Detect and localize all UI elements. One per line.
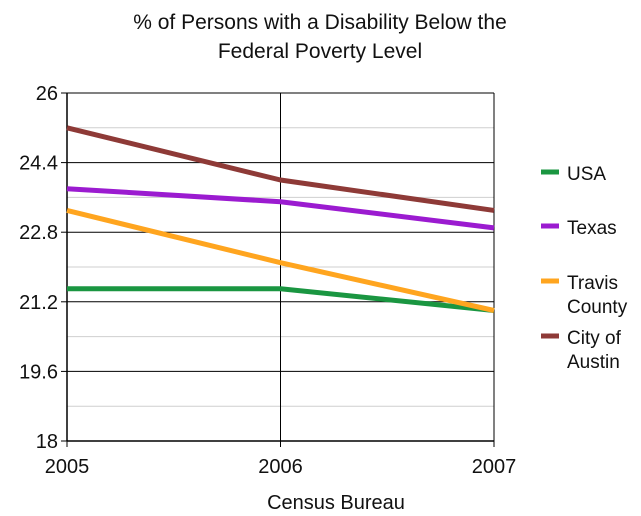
series-line-texas bbox=[66, 186, 495, 231]
chart-title-line-2: Federal Poverty Level bbox=[218, 40, 422, 63]
chart-title-line-1: % of Persons with a Disability Below the bbox=[133, 11, 507, 34]
series-line-city-of-austin bbox=[66, 125, 495, 213]
chart-title: % of Persons with a Disability Below the… bbox=[133, 11, 507, 63]
legend-label: Travis bbox=[567, 273, 618, 294]
y-tick-label: 21.2 bbox=[19, 292, 58, 314]
x-tick-label: 2005 bbox=[45, 456, 90, 478]
x-tick-label: 2006 bbox=[258, 456, 303, 478]
legend-label: City of bbox=[567, 328, 622, 349]
series-lines bbox=[66, 125, 495, 313]
axes bbox=[61, 92, 495, 447]
series-line-travis-county bbox=[66, 208, 495, 313]
legend-label: Austin bbox=[567, 352, 620, 373]
x-axis-tick-labels: 2005 2006 2007 bbox=[45, 456, 517, 478]
y-tick-label: 19.6 bbox=[19, 361, 58, 383]
y-axis-tick-labels: 18 19.6 21.2 22.8 24.4 26 bbox=[19, 83, 58, 453]
legend-label: County bbox=[567, 297, 628, 318]
legend-label: Texas bbox=[567, 218, 617, 239]
legend-item-travis-county: Travis County bbox=[541, 273, 628, 318]
legend-label: USA bbox=[567, 164, 606, 185]
legend-item-city-of-austin: City of Austin bbox=[541, 328, 622, 373]
x-axis-label: Census Bureau bbox=[267, 492, 405, 514]
y-tick-label: 26 bbox=[36, 83, 58, 105]
legend-item-usa: USA bbox=[541, 164, 606, 185]
x-tick-label: 2007 bbox=[472, 456, 517, 478]
legend-item-texas: Texas bbox=[541, 218, 617, 239]
y-tick-label: 24.4 bbox=[19, 153, 58, 175]
series-line-usa bbox=[67, 286, 495, 313]
y-tick-label: 22.8 bbox=[19, 222, 58, 244]
legend: USA Texas Travis County City of Austin bbox=[541, 164, 628, 373]
y-tick-label: 18 bbox=[36, 431, 58, 453]
